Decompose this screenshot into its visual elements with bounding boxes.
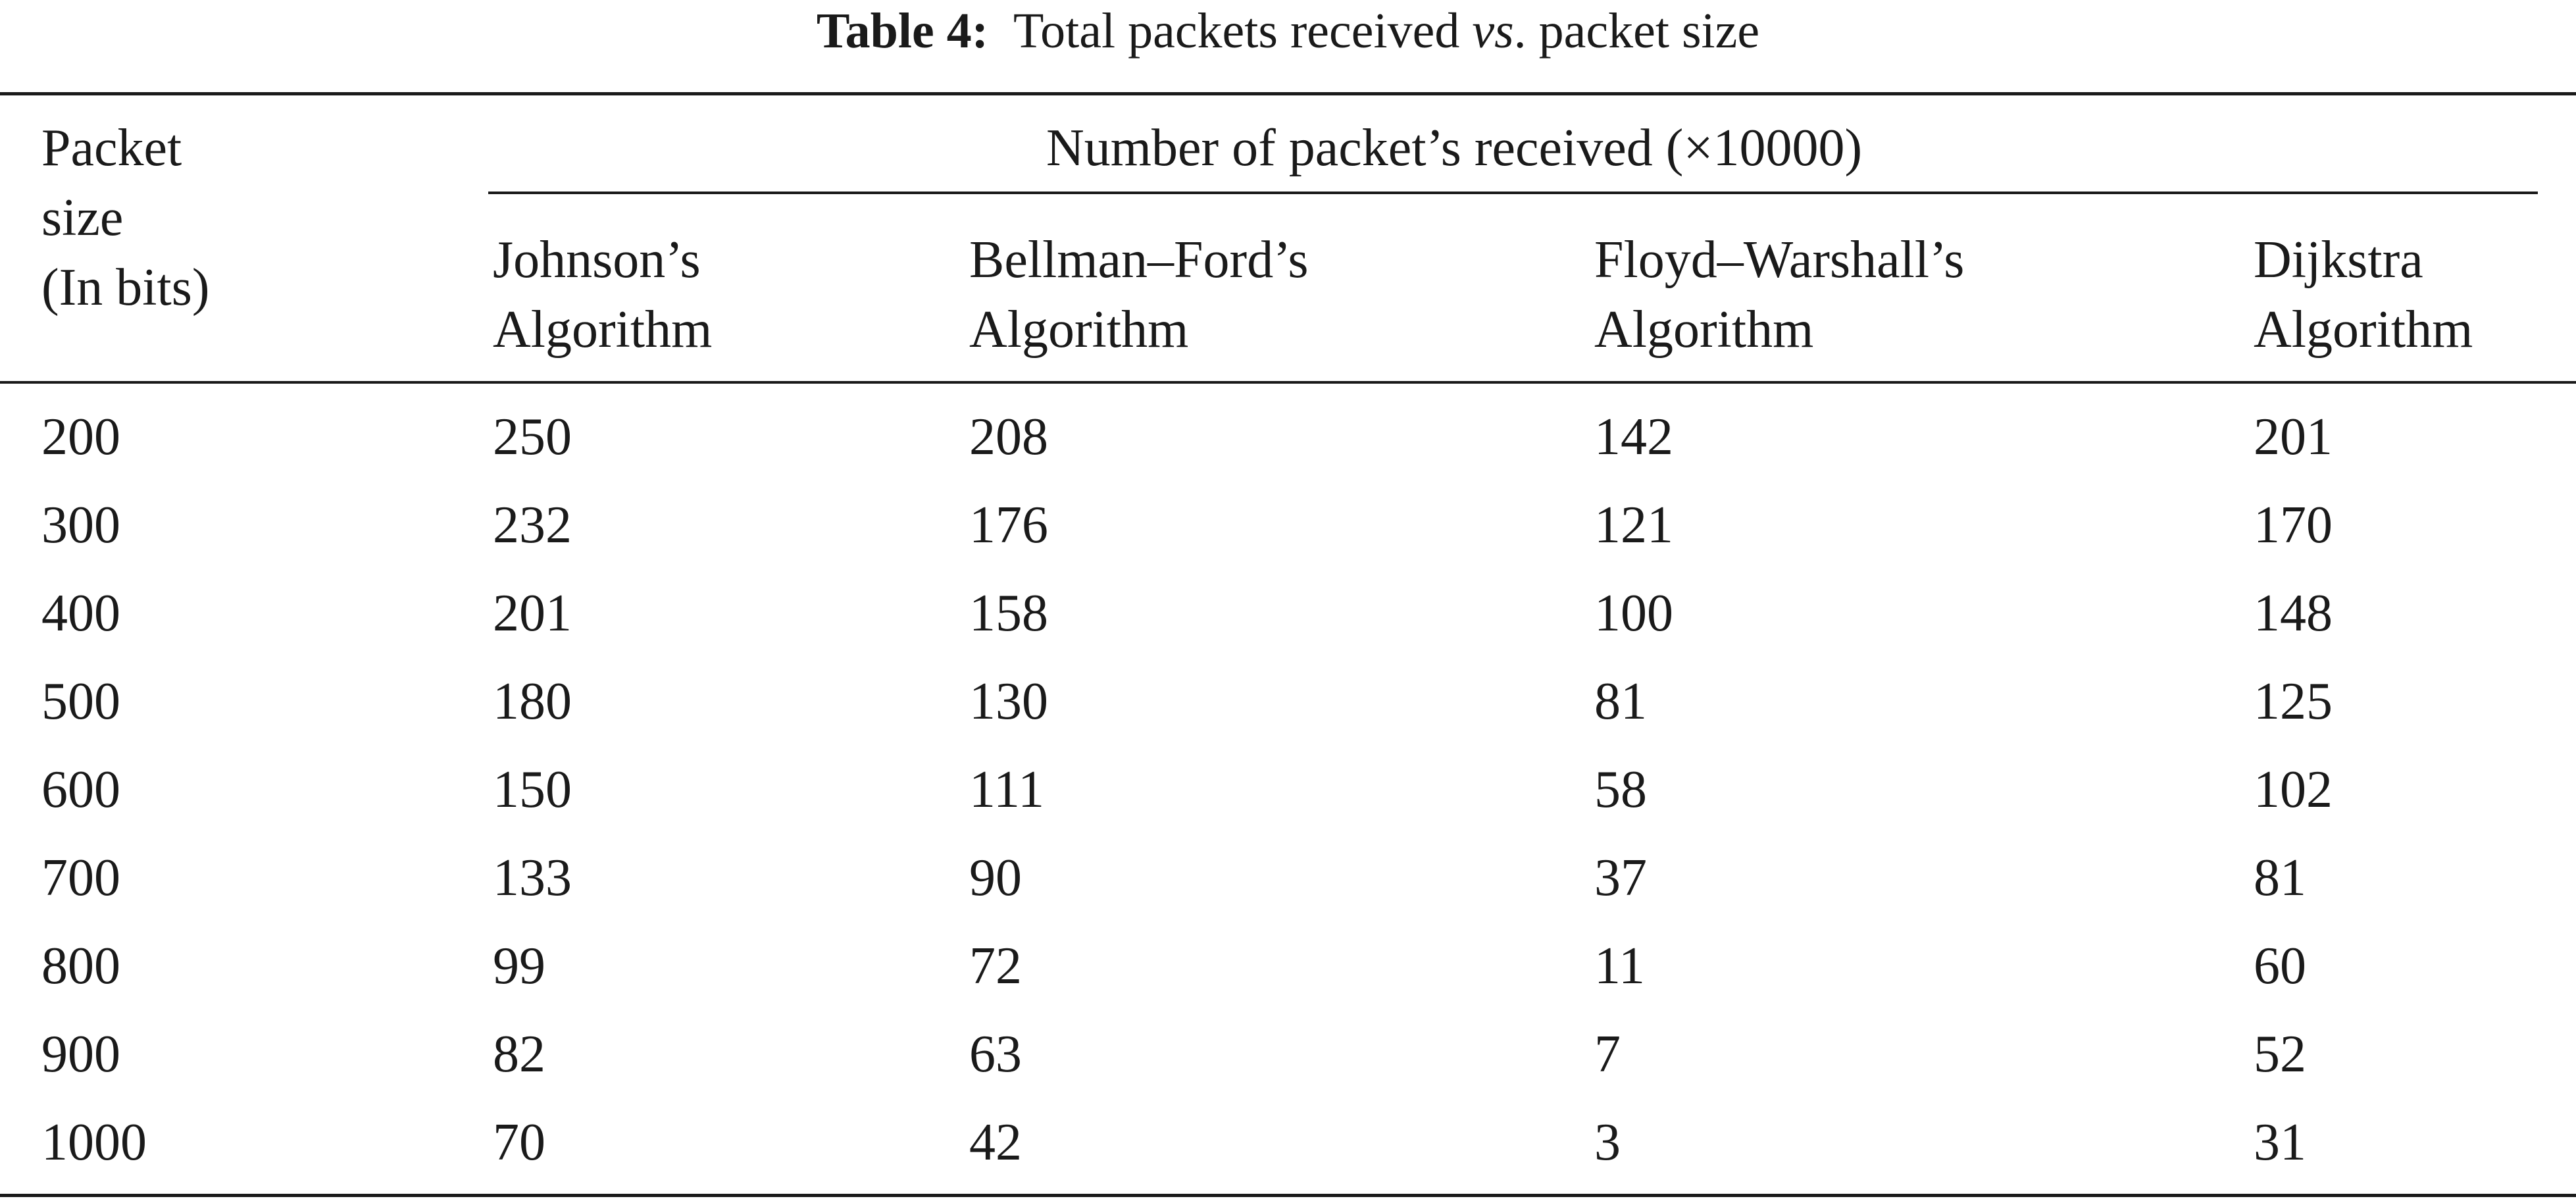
floyd-warshall-cell: 7 xyxy=(1594,1025,1621,1083)
floyd-warshall-cell: 37 xyxy=(1594,849,1647,907)
packet-size-cell: 600 xyxy=(41,761,120,819)
column-header-line: Algorithm xyxy=(2254,301,2473,359)
johnson-cell: 133 xyxy=(493,849,572,907)
bellman-ford-cell: 176 xyxy=(969,496,1048,554)
table-row: 800 99 72 11 60 xyxy=(0,922,2576,1010)
dijkstra-cell: 81 xyxy=(2254,849,2306,907)
bellman-ford-cell: 158 xyxy=(969,584,1048,642)
caption-italic: vs xyxy=(1472,3,1514,59)
column-header-bellman-ford: Bellman–Ford’s Algorithm xyxy=(969,225,1309,365)
floyd-warshall-cell: 81 xyxy=(1594,673,1647,730)
row-header-line: size xyxy=(41,189,124,247)
column-header-line: Johnson’s xyxy=(493,231,701,289)
johnson-cell: 232 xyxy=(493,496,572,554)
packet-size-cell: 1000 xyxy=(41,1113,147,1171)
column-header-line: Bellman–Ford’s xyxy=(969,231,1309,289)
column-header-dijkstra: Dijkstra Algorithm xyxy=(2254,225,2473,365)
floyd-warshall-cell: 100 xyxy=(1594,584,1673,642)
column-header-line: Algorithm xyxy=(1594,301,1814,359)
packet-size-cell: 500 xyxy=(41,673,120,730)
caption-label: Table 4: xyxy=(816,3,989,59)
group-header: Number of packet’s received (×10000) xyxy=(1046,119,1863,177)
column-header-line: Algorithm xyxy=(969,301,1189,359)
table-row: 300 232 176 121 170 xyxy=(0,481,2576,569)
dijkstra-cell: 148 xyxy=(2254,584,2333,642)
dijkstra-cell: 52 xyxy=(2254,1025,2306,1083)
floyd-warshall-cell: 11 xyxy=(1594,937,1646,995)
table-row: 700 133 90 37 81 xyxy=(0,834,2576,922)
dijkstra-cell: 125 xyxy=(2254,673,2333,730)
floyd-warshall-cell: 3 xyxy=(1594,1113,1621,1171)
group-header-rule xyxy=(488,192,2538,194)
packet-size-cell: 700 xyxy=(41,849,120,907)
floyd-warshall-cell: 121 xyxy=(1594,496,1673,554)
caption-text-end: . packet size xyxy=(1513,3,1760,59)
table-caption: Table 4: Total packets received vs. pack… xyxy=(0,0,2576,74)
floyd-warshall-cell: 142 xyxy=(1594,408,1673,466)
caption-text: Total packets received xyxy=(1013,3,1473,59)
table-row: 900 82 63 7 52 xyxy=(0,1010,2576,1098)
johnson-cell: 99 xyxy=(493,937,545,995)
column-header-johnson: Johnson’s Algorithm xyxy=(493,225,712,365)
column-header-line: Floyd–Warshall’s xyxy=(1594,231,1965,289)
floyd-warshall-cell: 58 xyxy=(1594,761,1647,819)
packet-size-cell: 800 xyxy=(41,937,120,995)
dijkstra-cell: 31 xyxy=(2254,1113,2306,1171)
bellman-ford-cell: 63 xyxy=(969,1025,1022,1083)
bellman-ford-cell: 208 xyxy=(969,408,1048,466)
dijkstra-cell: 60 xyxy=(2254,937,2306,995)
bellman-ford-cell: 72 xyxy=(969,937,1022,995)
column-header-line: Dijkstra xyxy=(2254,231,2423,289)
header-rule xyxy=(0,381,2576,384)
column-header-floyd-warshall: Floyd–Warshall’s Algorithm xyxy=(1594,225,1964,365)
packet-size-cell: 300 xyxy=(41,496,120,554)
row-header-line: Packet xyxy=(41,119,182,177)
table-row: 500 180 130 81 125 xyxy=(0,657,2576,746)
dijkstra-cell: 102 xyxy=(2254,761,2333,819)
dijkstra-cell: 170 xyxy=(2254,496,2333,554)
table-row: 1000 70 42 3 31 xyxy=(0,1098,2576,1187)
johnson-cell: 180 xyxy=(493,673,572,730)
packet-size-cell: 200 xyxy=(41,408,120,466)
row-header-label: Packet size (In bits) xyxy=(41,113,210,322)
table-row: 200 250 208 142 201 xyxy=(0,393,2576,481)
packet-size-cell: 900 xyxy=(41,1025,120,1083)
table-row: 400 201 158 100 148 xyxy=(0,569,2576,657)
johnson-cell: 201 xyxy=(493,584,572,642)
table-row: 600 150 111 58 102 xyxy=(0,746,2576,834)
bellman-ford-cell: 90 xyxy=(969,849,1022,907)
bellman-ford-cell: 130 xyxy=(969,673,1048,730)
packet-size-cell: 400 xyxy=(41,584,120,642)
johnson-cell: 82 xyxy=(493,1025,545,1083)
johnson-cell: 250 xyxy=(493,408,572,466)
column-header-line: Algorithm xyxy=(493,301,713,359)
johnson-cell: 150 xyxy=(493,761,572,819)
row-header-line: (In bits) xyxy=(41,259,210,317)
dijkstra-cell: 201 xyxy=(2254,408,2333,466)
bellman-ford-cell: 111 xyxy=(969,761,1045,819)
top-rule xyxy=(0,92,2576,95)
bellman-ford-cell: 42 xyxy=(969,1113,1022,1171)
johnson-cell: 70 xyxy=(493,1113,545,1171)
bottom-rule xyxy=(0,1194,2576,1197)
